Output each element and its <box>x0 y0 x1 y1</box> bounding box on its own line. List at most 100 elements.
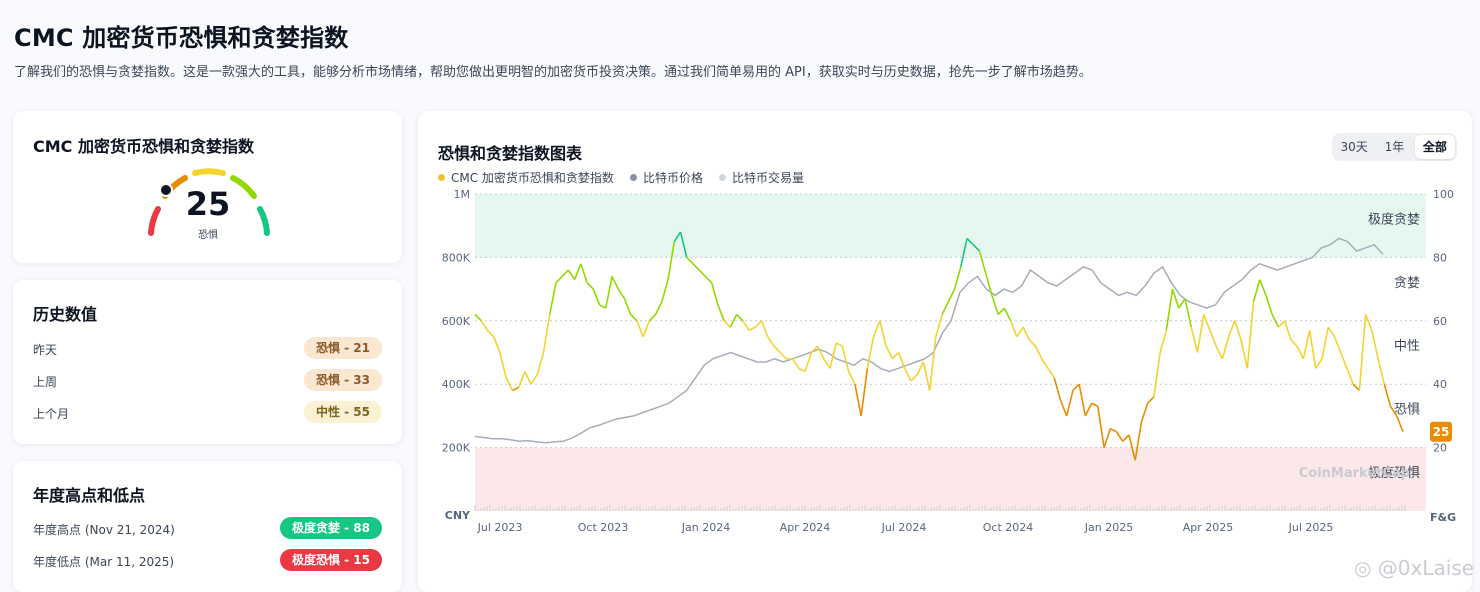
index-line-segment <box>1290 339 1298 347</box>
index-line-segment <box>1084 402 1093 417</box>
index-line-segment <box>1234 320 1242 341</box>
index-line-segment <box>872 320 881 337</box>
index-line-segment <box>866 336 875 369</box>
index-line-segment <box>1097 406 1105 448</box>
tab-all[interactable]: 全部 <box>1414 135 1455 159</box>
x-axis-tick: Jul 2024 <box>881 521 927 534</box>
index-line-segment <box>1396 415 1404 433</box>
index-line-segment <box>847 371 856 385</box>
x-axis-tick: Jul 2023 <box>477 521 523 534</box>
index-line-segment <box>1259 279 1267 296</box>
index-line-segment <box>823 358 831 369</box>
index-line-segment <box>773 345 781 354</box>
zone-label: 中性 <box>1394 339 1420 354</box>
left-axis-tick: 400K <box>442 378 471 391</box>
legend-item-volume[interactable]: 比特币交易量 <box>718 169 804 186</box>
current-value-badge <box>1430 421 1452 442</box>
index-line-segment <box>1339 352 1348 369</box>
index-line-segment <box>661 279 669 302</box>
index-line-segment <box>617 288 626 300</box>
index-line-segment <box>1165 288 1174 331</box>
brand-watermark: CoinMarketCap <box>1299 466 1410 481</box>
index-line-segment <box>816 345 825 360</box>
watermark: ◎ @0xLaise <box>1353 556 1474 580</box>
index-line-segment <box>904 367 912 382</box>
index-line-segment <box>686 256 694 265</box>
index-line-segment <box>1246 301 1255 369</box>
index-line-segment <box>854 384 862 417</box>
index-line-segment <box>922 361 931 391</box>
index-line-segment <box>654 301 663 315</box>
legend-item-price[interactable]: 比特币价格 <box>629 169 703 186</box>
index-line-segment <box>960 238 968 268</box>
x-axis-tick: Jul 2025 <box>1288 521 1334 534</box>
index-line-segment <box>1109 427 1117 433</box>
index-line-segment <box>567 269 576 281</box>
history-card: 历史数值 昨天 恐惧 - 21 上周 恐惧 - 33 上个月 中性 - 55 <box>13 280 402 444</box>
index-line-segment <box>592 288 601 306</box>
index-line-segment <box>879 320 887 347</box>
legend-dot-volume <box>718 174 726 181</box>
index-line-segment <box>512 386 519 392</box>
index-line-segment <box>599 304 607 309</box>
index-line-segment <box>1028 339 1037 347</box>
price-line <box>474 237 1384 444</box>
index-line-segment <box>928 336 937 391</box>
yearly-card: 年度高点和低点 年度高点 (Nov 21, 2024) 极度贪婪 - 88 年度… <box>13 461 402 592</box>
index-line-segment <box>978 250 987 274</box>
index-line-segment <box>480 320 489 331</box>
index-line-segment <box>1022 326 1031 341</box>
zone-label: 贪婪 <box>1394 276 1420 291</box>
right-axis-tick: 20 <box>1433 442 1447 455</box>
right-axis-tick: 80 <box>1433 251 1447 264</box>
index-line-segment <box>810 345 819 354</box>
right-axis-tick: 40 <box>1433 378 1447 391</box>
index-line-segment <box>679 231 688 258</box>
yearly-label-high: 年度高点 (Nov 21, 2024) <box>33 523 175 537</box>
legend-label-index: CMC 加密货币恐惧和贪婪指数 <box>451 171 614 185</box>
index-line-segment <box>779 351 787 360</box>
index-line-segment <box>642 320 651 337</box>
index-line-segment <box>1333 336 1342 353</box>
index-line-segment <box>492 336 501 353</box>
index-line-segment <box>916 361 925 376</box>
index-line-segment <box>555 275 563 284</box>
index-line-segment <box>935 314 943 337</box>
index-line-segment <box>1308 330 1317 369</box>
chart-title: 恐惧和贪婪指数图表 <box>438 144 583 163</box>
history-badge-last-week: 恐惧 - 33 <box>303 369 382 391</box>
index-line-segment <box>710 282 719 306</box>
index-line-segment <box>1227 320 1236 337</box>
index-line-segment <box>798 367 806 373</box>
index-line-segment <box>1327 326 1336 338</box>
index-line-segment <box>1265 295 1273 315</box>
history-label-yesterday: 昨天 <box>33 343 58 357</box>
index-line-segment <box>1091 402 1099 408</box>
tab-1y[interactable]: 1年 <box>1384 140 1405 154</box>
range-tabs: 30天 1年 全部 <box>1332 133 1457 161</box>
index-line-segment <box>1389 405 1398 417</box>
legend-item-index[interactable]: CMC 加密货币恐惧和贪婪指数 <box>438 169 614 186</box>
index-line-segment <box>1147 396 1155 404</box>
index-line-segment <box>1190 326 1199 353</box>
index-line-segment <box>1209 330 1217 347</box>
index-line-segment <box>997 307 1005 316</box>
index-line-segment <box>1159 330 1168 353</box>
index-line-segment <box>580 263 588 284</box>
page-description: 了解我们的恐惧与贪婪指数。这是一款强大的工具，能够分析市场情绪，帮助您做出更明智… <box>14 65 1092 80</box>
tab-30d[interactable]: 30天 <box>1340 140 1368 154</box>
index-line-segment <box>561 269 569 277</box>
index-line-segment <box>717 304 725 322</box>
index-line-segment <box>1346 368 1354 385</box>
index-line-segment <box>835 342 843 347</box>
yearly-card-title: 年度高点和低点 <box>33 486 146 505</box>
index-line-segment <box>1252 279 1261 302</box>
index-line-segment <box>499 352 507 379</box>
index-line-segment <box>1059 399 1068 417</box>
fear-greed-chart[interactable]: 1M 800K 600K 400K 200K CNY 100 80 60 40 20 F&G 极度贪婪贪… <box>418 111 1472 592</box>
gauge-card-title: CMC 加密货币恐惧和贪婪指数 <box>33 137 254 156</box>
index-line-segment <box>630 313 638 322</box>
index-line-segment <box>885 345 894 360</box>
index-line-segment <box>648 313 657 322</box>
index-line-segment <box>573 263 582 280</box>
